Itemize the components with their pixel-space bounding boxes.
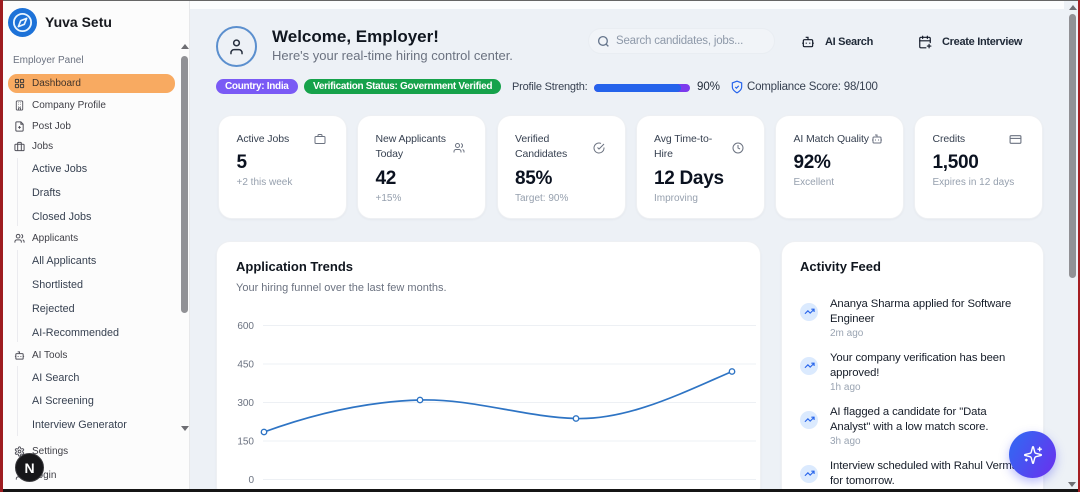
svg-text:450: 450 <box>237 360 254 371</box>
svg-text:0: 0 <box>248 475 254 486</box>
svg-text:300: 300 <box>237 398 254 409</box>
svg-text:150: 150 <box>237 437 254 448</box>
svg-text:600: 600 <box>237 321 254 332</box>
